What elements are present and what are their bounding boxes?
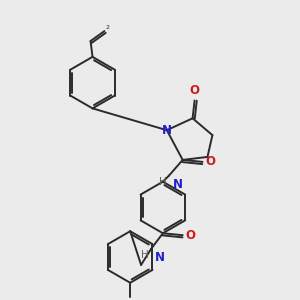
Text: N: N [155, 251, 165, 264]
Text: O: O [190, 83, 200, 97]
Text: O: O [206, 155, 215, 168]
Text: O: O [186, 229, 196, 242]
Text: 2: 2 [105, 25, 110, 30]
Text: H: H [141, 250, 149, 260]
Text: N: N [173, 178, 183, 191]
Text: H: H [159, 177, 167, 187]
Text: N: N [162, 124, 172, 137]
